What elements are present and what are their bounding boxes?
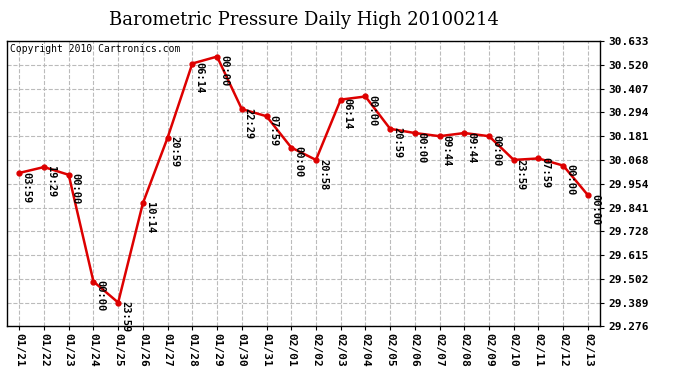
Text: 23:59: 23:59 [515,159,526,190]
Text: 09:44: 09:44 [466,132,476,163]
Text: Barometric Pressure Daily High 20100214: Barometric Pressure Daily High 20100214 [108,11,499,29]
Text: 00:00: 00:00 [219,55,229,87]
Text: 00:00: 00:00 [367,95,377,126]
Text: 00:00: 00:00 [590,194,600,225]
Text: 06:14: 06:14 [343,98,353,129]
Text: 19:29: 19:29 [46,166,56,197]
Text: 20:59: 20:59 [392,128,402,159]
Text: 07:59: 07:59 [540,157,551,188]
Text: 09:44: 09:44 [442,135,451,166]
Text: 20:59: 20:59 [170,136,179,168]
Text: 00:00: 00:00 [95,280,106,311]
Text: 23:59: 23:59 [120,301,130,332]
Text: 20:58: 20:58 [318,159,328,190]
Text: 07:59: 07:59 [268,115,279,146]
Text: 00:00: 00:00 [293,146,303,177]
Text: 22:29: 22:29 [244,108,254,139]
Text: 03:59: 03:59 [21,171,31,203]
Text: 00:00: 00:00 [491,135,501,166]
Text: 10:14: 10:14 [145,202,155,233]
Text: 00:00: 00:00 [417,132,427,163]
Text: 00:00: 00:00 [70,173,81,205]
Text: Copyright 2010 Cartronics.com: Copyright 2010 Cartronics.com [10,44,180,54]
Text: 00:00: 00:00 [565,164,575,195]
Text: 06:14: 06:14 [195,62,204,93]
